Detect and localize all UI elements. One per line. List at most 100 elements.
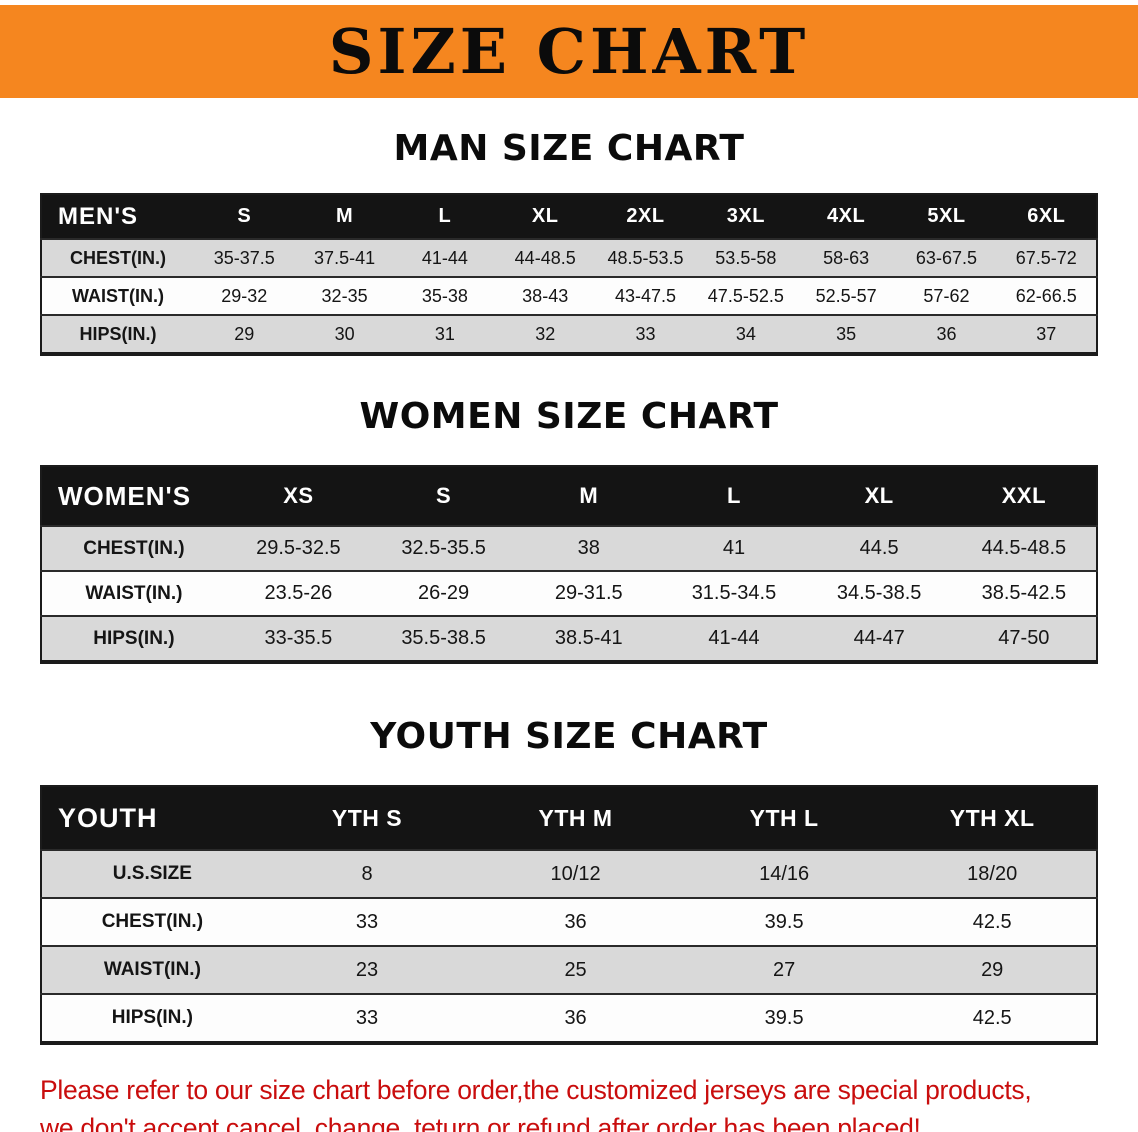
measure-value-cell: 23.5-26 — [225, 570, 371, 616]
measure-value-cell: 44-47 — [806, 615, 952, 662]
size-header-cell: 2XL — [595, 194, 696, 239]
measure-value-cell: 35 — [795, 314, 897, 354]
youth-size-table: YOUTH YTH S YTH M YTH L YTH XL U.S.SIZE 8 10/12… — [40, 785, 1098, 1045]
size-header-cell: M — [294, 194, 395, 239]
measure-value-cell: 18/20 — [888, 849, 1097, 898]
women-size-table: WOMEN'S XS S M L XL XXL CHEST(IN.) 29.5-32.5 32.5… — [40, 465, 1098, 664]
size-header-cell: XL — [806, 466, 952, 526]
measure-label-cell: HIPS(IN.) — [41, 993, 263, 1043]
measure-value-cell: 44.5-48.5 — [951, 525, 1097, 571]
measure-value-cell: 41-44 — [394, 238, 496, 277]
table-row: HIPS(IN.) 33-35.5 35.5-38.5 38.5-41 41-44 44-… — [41, 615, 1097, 662]
measure-value-cell: 36 — [471, 897, 680, 946]
measure-label-cell: WAIST(IN.) — [41, 276, 195, 315]
measure-value-cell: 42.5 — [888, 993, 1097, 1043]
measure-value-cell: 67.5-72 — [996, 238, 1097, 277]
women-section-heading: WOMEN SIZE CHART — [359, 396, 779, 437]
measure-value-cell: 29.5-32.5 — [225, 525, 371, 571]
men-section-heading: MAN SIZE CHART — [393, 128, 745, 169]
measure-value-cell: 33-35.5 — [225, 615, 371, 662]
table-title-cell: MEN'S — [41, 194, 195, 239]
measure-value-cell: 29-32 — [194, 276, 295, 315]
size-header-cell: YTH M — [471, 786, 680, 850]
measure-value-cell: 35-37.5 — [194, 238, 295, 277]
measure-label-cell: U.S.SIZE — [41, 849, 263, 898]
measure-value-cell: 42.5 — [888, 897, 1097, 946]
measure-value-cell: 31 — [394, 314, 496, 354]
measure-value-cell: 41-44 — [661, 615, 807, 662]
size-header-cell: YTH XL — [888, 786, 1097, 850]
measure-value-cell: 38.5-42.5 — [951, 570, 1097, 616]
measure-label-cell: WAIST(IN.) — [41, 570, 226, 616]
measure-value-cell: 52.5-57 — [795, 276, 897, 315]
measure-value-cell: 44-48.5 — [495, 238, 596, 277]
measure-value-cell: 53.5-58 — [695, 238, 796, 277]
size-header-cell: YTH L — [679, 786, 889, 850]
measure-value-cell: 35.5-38.5 — [370, 615, 517, 662]
measure-value-cell: 25 — [471, 945, 680, 994]
size-header-cell: XXL — [951, 466, 1097, 526]
measure-label-cell: HIPS(IN.) — [41, 314, 195, 354]
size-header-cell: S — [194, 194, 295, 239]
table-header-row: YOUTH YTH S YTH M YTH L YTH XL — [41, 786, 1097, 850]
women-size-section: WOMEN SIZE CHART WOMEN'S XS S M L XL XXL CHEST(… — [0, 396, 1138, 664]
measure-value-cell: 35-38 — [394, 276, 496, 315]
measure-label-cell: HIPS(IN.) — [41, 615, 226, 662]
men-size-table: MEN'S S M L XL 2XL 3XL 4XL 5XL 6XL CHEST(IN.) 35-37… — [40, 193, 1098, 356]
size-header-cell: M — [516, 466, 662, 526]
measure-value-cell: 36 — [471, 993, 680, 1043]
table-header-row: MEN'S S M L XL 2XL 3XL 4XL 5XL 6XL — [41, 194, 1097, 239]
disclaimer-line-2: we don't accept cancel, change, teturn o… — [40, 1113, 921, 1132]
table-row: WAIST(IN.) 29-32 32-35 35-38 38-43 43-47.5 47.… — [41, 276, 1097, 315]
measure-label-cell: WAIST(IN.) — [41, 945, 263, 994]
measure-value-cell: 33 — [262, 897, 472, 946]
size-header-cell: XS — [225, 466, 371, 526]
measure-value-cell: 32.5-35.5 — [370, 525, 517, 571]
measure-value-cell: 37.5-41 — [294, 238, 395, 277]
measure-value-cell: 29-31.5 — [516, 570, 662, 616]
youth-size-section: YOUTH SIZE CHART YOUTH YTH S YTH M YTH L YTH… — [0, 716, 1138, 1045]
measure-label-cell: CHEST(IN.) — [41, 525, 226, 571]
measure-value-cell: 27 — [679, 945, 889, 994]
measure-label-cell: CHEST(IN.) — [41, 897, 263, 946]
banner: SIZE CHART — [0, 5, 1138, 98]
measure-value-cell: 62-66.5 — [996, 276, 1097, 315]
measure-value-cell: 63-67.5 — [896, 238, 997, 277]
table-row: WAIST(IN.) 23.5-26 26-29 29-31.5 31.5-34.5 34… — [41, 570, 1097, 616]
measure-value-cell: 23 — [262, 945, 472, 994]
youth-section-heading: YOUTH SIZE CHART — [370, 716, 768, 757]
measure-value-cell: 41 — [661, 525, 807, 571]
measure-value-cell: 39.5 — [679, 897, 889, 946]
measure-value-cell: 26-29 — [370, 570, 517, 616]
table-header-row: WOMEN'S XS S M L XL XXL — [41, 466, 1097, 526]
page-title: SIZE CHART — [328, 15, 810, 88]
men-size-section: MAN SIZE CHART MEN'S S M L XL 2XL 3XL 4XL 5XL 6XL… — [0, 128, 1138, 356]
measure-value-cell: 33 — [262, 993, 472, 1043]
measure-value-cell: 32 — [495, 314, 596, 354]
size-header-cell: 4XL — [795, 194, 897, 239]
measure-value-cell: 34.5-38.5 — [806, 570, 952, 616]
measure-value-cell: 33 — [595, 314, 696, 354]
measure-value-cell: 34 — [695, 314, 796, 354]
measure-value-cell: 10/12 — [471, 849, 680, 898]
size-header-cell: 5XL — [896, 194, 997, 239]
measure-value-cell: 58-63 — [795, 238, 897, 277]
size-header-cell: L — [661, 466, 807, 526]
measure-value-cell: 32-35 — [294, 276, 395, 315]
table-row: U.S.SIZE 8 10/12 14/16 18/20 — [41, 849, 1097, 898]
table-row: WAIST(IN.) 23 25 27 29 — [41, 945, 1097, 994]
size-header-cell: S — [370, 466, 517, 526]
measure-value-cell: 38.5-41 — [516, 615, 662, 662]
measure-value-cell: 39.5 — [679, 993, 889, 1043]
measure-value-cell: 37 — [996, 314, 1097, 354]
table-row: CHEST(IN.) 33 36 39.5 42.5 — [41, 897, 1097, 946]
table-title-cell: WOMEN'S — [41, 466, 226, 526]
measure-value-cell: 29 — [194, 314, 295, 354]
measure-value-cell: 31.5-34.5 — [661, 570, 807, 616]
size-header-cell: YTH S — [262, 786, 472, 850]
measure-value-cell: 47-50 — [951, 615, 1097, 662]
measure-value-cell: 14/16 — [679, 849, 889, 898]
disclaimer-line-1: Please refer to our size chart before or… — [40, 1075, 1032, 1105]
measure-value-cell: 47.5-52.5 — [695, 276, 796, 315]
